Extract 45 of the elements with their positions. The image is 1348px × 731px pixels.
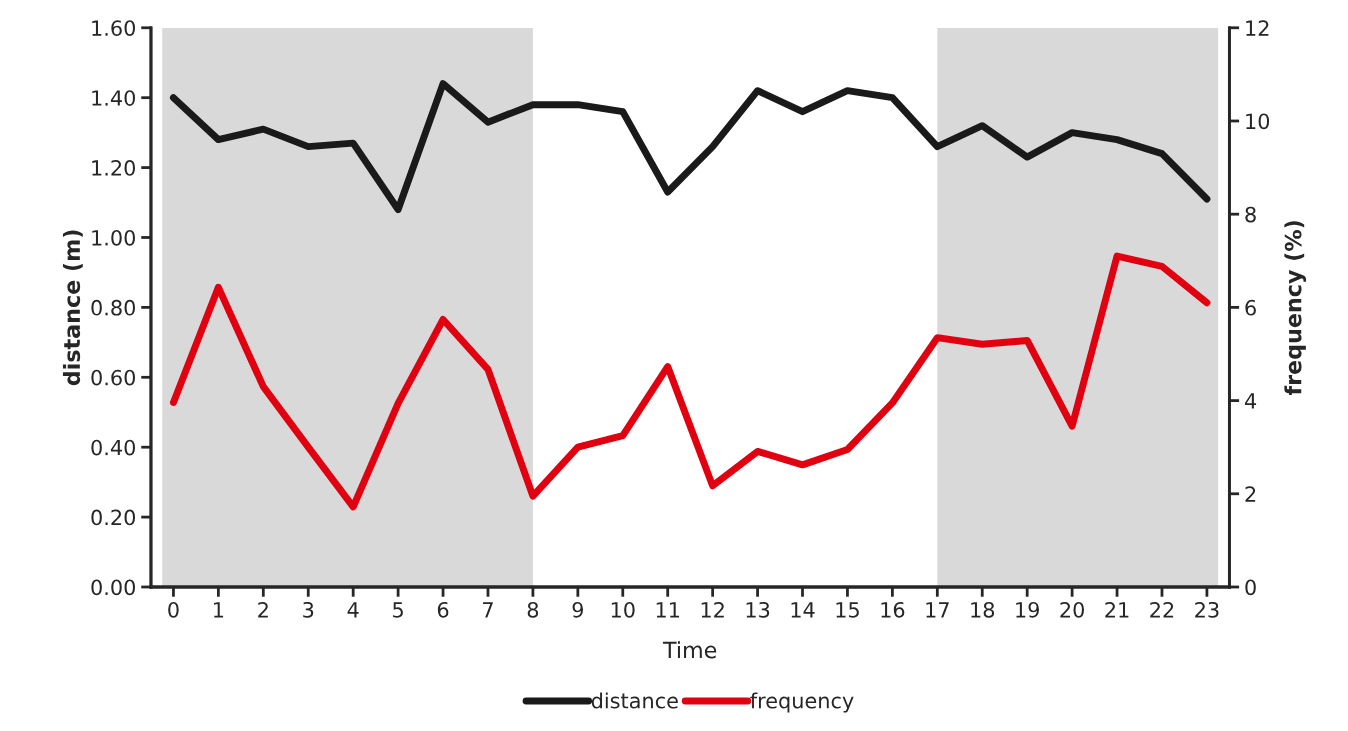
x-tick-label: 4 [347, 602, 359, 618]
y2-tick-label: 8 [1245, 206, 1256, 223]
y-tick-label: 0.80 [91, 299, 136, 316]
y2-tick-label: 4 [1244, 393, 1257, 409]
y2-tick-label: 6 [1245, 299, 1256, 316]
x-tick-label: 7 [483, 602, 493, 618]
x-tick-label: 22 [1150, 601, 1174, 618]
x-tick-label: 16 [881, 601, 905, 618]
x-tick-label: 17 [926, 602, 949, 618]
x-tick-label: 11 [656, 602, 680, 618]
y2-tick-label: 2 [1245, 486, 1256, 502]
y-axis-title: distance (m) [62, 230, 83, 386]
legend-label: frequency [750, 692, 854, 713]
y-tick-label: 0.00 [91, 579, 136, 596]
x-tick-label: 9 [572, 601, 584, 618]
x-tick-label: 3 [303, 601, 314, 618]
y-tick-label: 1.20 [92, 160, 136, 176]
y-tick-label: 0.60 [91, 369, 136, 386]
y2-tick-label: 10 [1246, 113, 1270, 130]
x-tick-label: 15 [836, 602, 859, 618]
y-tick-label: 1.40 [92, 90, 136, 106]
x-tick-label: 1 [214, 602, 224, 618]
y2-tick-label: 12 [1246, 20, 1269, 36]
x-tick-label: 5 [393, 602, 403, 618]
x-tick-label: 10 [611, 601, 635, 618]
legend-label: distance [591, 692, 678, 709]
x-tick-label: 21 [1105, 601, 1129, 618]
x-tick-label: 20 [1060, 601, 1084, 618]
y2-tick-label: 0 [1245, 579, 1256, 596]
y-tick-label: 1.60 [92, 20, 136, 36]
x-tick-label: 18 [971, 601, 995, 618]
x-tick-label: 12 [701, 601, 724, 618]
x-tick-label: 13 [746, 601, 770, 618]
x-axis-title: Time [662, 641, 717, 659]
x-tick-label: 23 [1195, 601, 1219, 618]
x-tick-label: 2 [258, 601, 268, 618]
x-tick-label: 0 [168, 601, 179, 618]
x-tick-label: 14 [791, 602, 815, 618]
y2-axis-title: frequency (%) [1284, 221, 1307, 396]
x-tick-label: 19 [1016, 601, 1039, 618]
x-tick-label: 8 [527, 601, 539, 618]
y-tick-label: 0.40 [91, 439, 136, 456]
x-tick-label: 6 [437, 601, 449, 618]
y-tick-label: 1.00 [92, 229, 136, 246]
y-tick-label: 0.20 [91, 509, 136, 526]
